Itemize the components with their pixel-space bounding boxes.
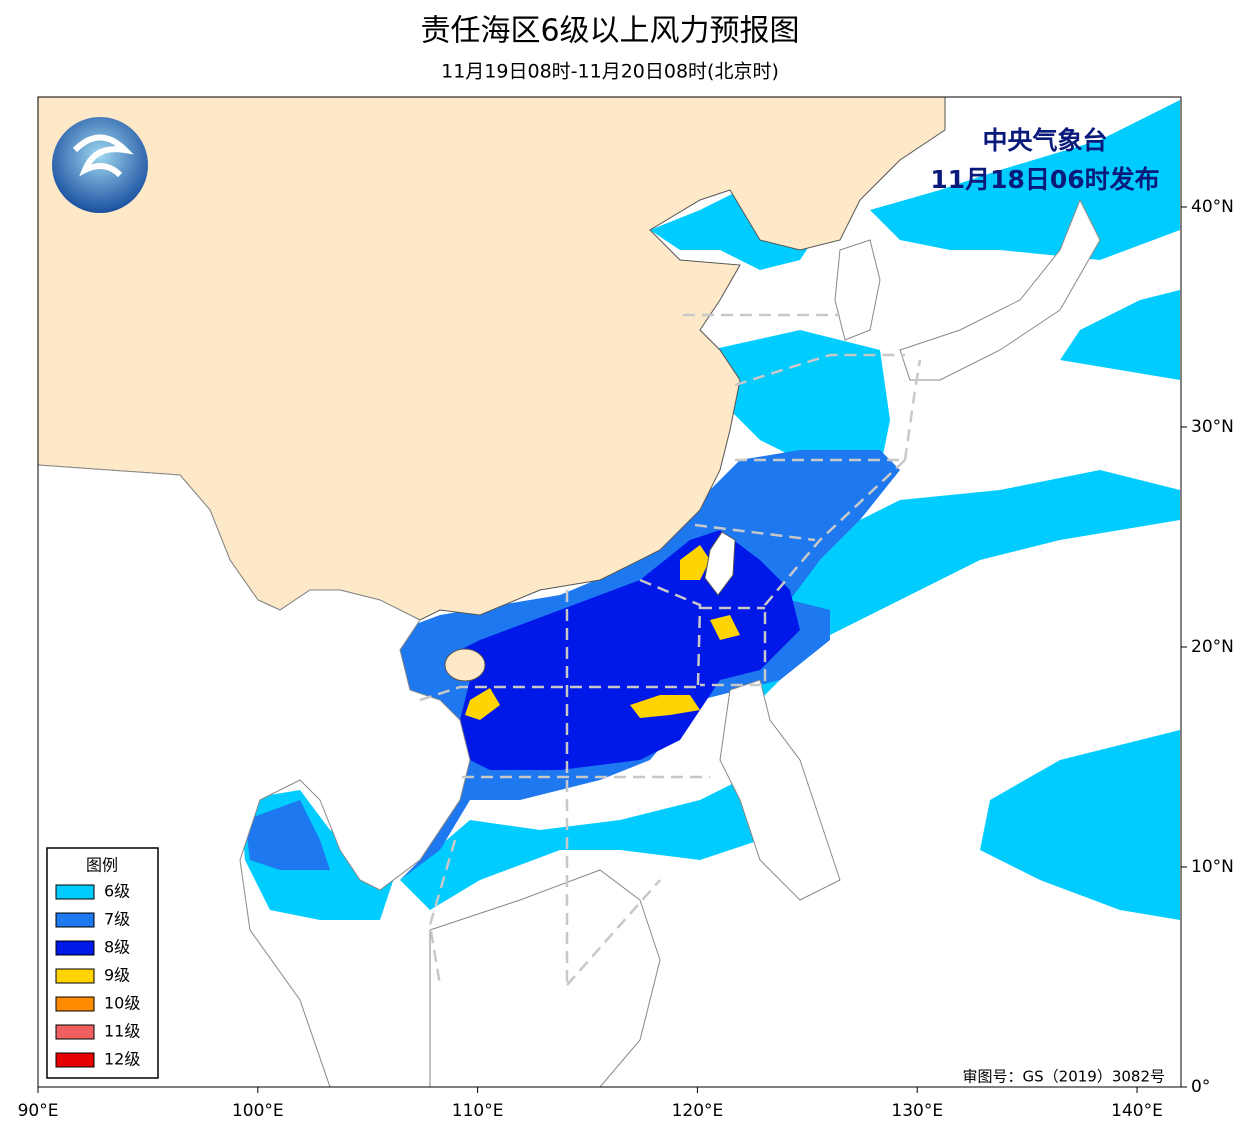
logo [52,117,148,213]
x-tick-label: 110°E [452,1101,504,1121]
hainan-island [444,648,486,682]
map-frame [37,96,1182,1088]
y-tick-label: 30°N [1191,417,1234,437]
y-tick-label: 0° [1191,1077,1210,1097]
approval-number: 审图号：GS（2019）3082号 [963,1068,1166,1086]
legend-box [46,847,159,1079]
x-tick-label: 130°E [891,1101,943,1121]
x-tick-label: 120°E [672,1101,724,1121]
wind-zone [680,545,710,580]
legend-label: 11级 [104,1022,140,1041]
legend-swatch [55,968,95,984]
wind-zone [980,730,1180,920]
legend-swatch [55,1052,95,1068]
borneo-land [429,869,661,1087]
legend-label: 10级 [104,994,140,1013]
philippines-land [719,679,841,901]
issue-time: 11月18日06时发布 [930,165,1159,194]
legend-label: 6级 [104,882,130,901]
legend-swatch [55,1024,95,1040]
subtitle: 11月19日08时-11月20日08时(北京时) [441,61,779,83]
legend-swatch [55,884,95,900]
axes: 90°E 100°E 110°E 120°E 130°E 140°E 0° 10°N 20°N 3… [18,197,1234,1121]
legend-swatch [55,912,95,928]
legend-label: 12级 [104,1050,140,1069]
legend-swatch [55,996,95,1012]
y-tick-label: 20°N [1191,637,1234,657]
korea-land [834,239,881,341]
wind-zone [650,190,820,270]
legend-label: 9级 [104,966,130,985]
taiwan-island [704,531,736,596]
title: 责任海区6级以上风力预报图 [420,14,799,49]
wind-zone [710,330,890,470]
legend-label: 7级 [104,910,130,929]
legend-label: 8级 [104,938,130,957]
legend-swatch [55,940,95,956]
wind-zone [870,100,1180,260]
map-area [38,97,1181,1087]
x-tick-label: 100°E [232,1101,284,1121]
legend: 图例 6级 7级 8级 9级 10级 11级 12级 [46,847,159,1079]
y-tick-label: 10°N [1191,857,1234,877]
wind-zone [630,695,700,718]
issuer-agency: 中央气象台 [982,126,1107,155]
wind-zone [760,470,1180,700]
japan-land [899,198,1101,381]
wind-zone [710,615,740,640]
x-tick-label: 90°E [18,1101,59,1121]
wind-zone [245,800,330,870]
wind-zone [400,740,780,910]
sea-zone-boundaries [419,313,922,986]
y-tick-label: 40°N [1191,197,1234,217]
wind-zone [1060,290,1180,380]
legend-title: 图例 [86,856,118,875]
x-tick-label: 140°E [1111,1101,1163,1121]
wind-zone [465,688,500,720]
